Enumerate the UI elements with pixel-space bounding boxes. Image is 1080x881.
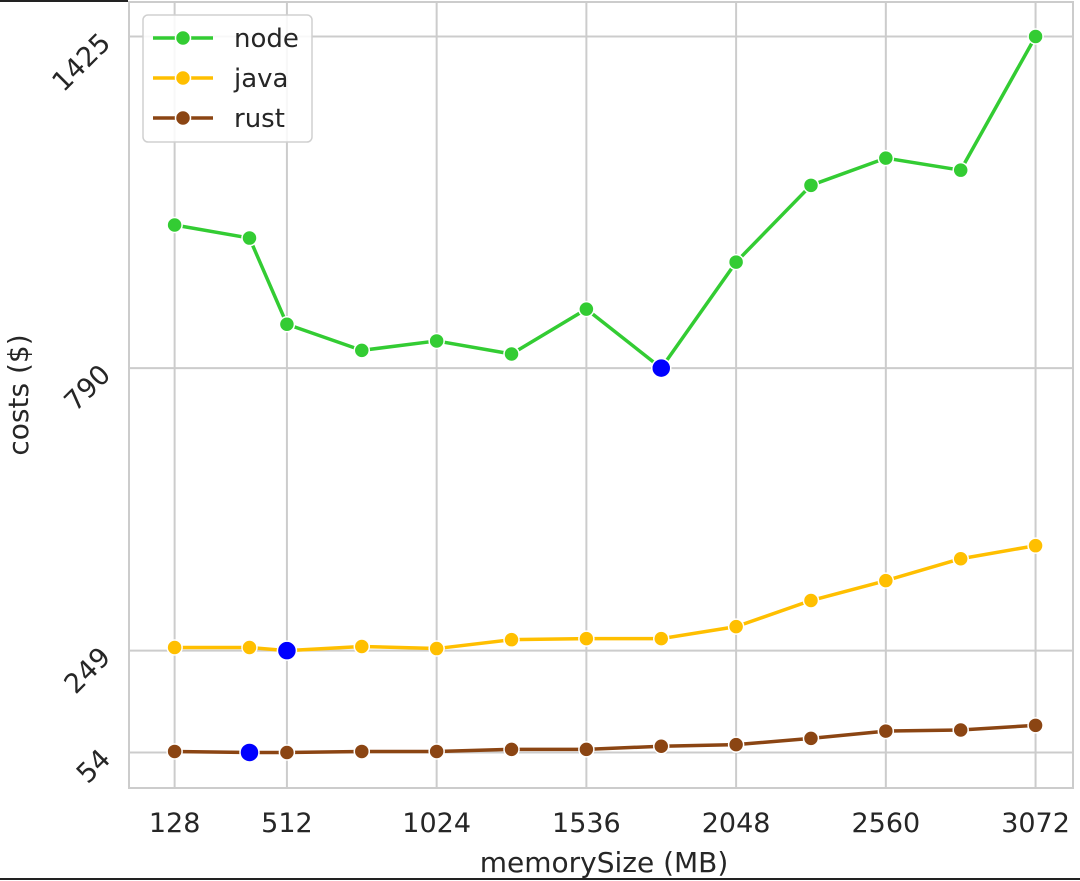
node-point [802, 177, 820, 194]
y-axis-label: costs ($) [2, 334, 35, 455]
series-java [166, 537, 1044, 661]
rust-point [877, 722, 895, 740]
y-tick-label: 1425 [46, 27, 117, 98]
x-tick-label: 1536 [552, 808, 621, 839]
node-min-point [650, 357, 672, 379]
rust-point [353, 743, 371, 760]
rust-point [578, 741, 595, 758]
legend-label-rust: rust [234, 104, 285, 134]
node-point [428, 332, 445, 350]
node-point [503, 345, 520, 363]
x-tick-label: 1024 [402, 808, 471, 839]
x-axis-label: memorySize (MB) [480, 846, 729, 879]
rust-point [503, 741, 520, 758]
rust-point [952, 721, 969, 739]
rust-min-point [239, 742, 260, 763]
java-point [353, 638, 371, 655]
x-tick-label: 2048 [702, 808, 771, 839]
java-point [428, 640, 445, 657]
rust-point [727, 736, 745, 753]
java-point [652, 630, 670, 647]
legend-marker-node [174, 29, 192, 47]
x-tick-label: 512 [261, 808, 313, 839]
java-point [166, 639, 183, 656]
node-point [353, 342, 371, 359]
java-min-point [276, 640, 298, 661]
y-tick-labels: 54 249 790 1425 [46, 27, 117, 789]
legend-marker-java [174, 69, 192, 87]
node-point [278, 315, 296, 333]
node-point [166, 216, 183, 234]
legend-label-java: java [233, 64, 288, 94]
node-point [578, 300, 595, 318]
x-tick-labels: 128 512 1024 1536 2048 2560 3072 [149, 808, 1070, 839]
rust-point [802, 730, 820, 747]
rust-point [428, 743, 445, 760]
node-point [877, 149, 895, 167]
java-point [877, 572, 895, 589]
rust-point [166, 743, 183, 760]
node-point [241, 229, 258, 247]
y-tick-label: 54 [71, 744, 117, 790]
java-point [578, 630, 595, 647]
legend-marker-rust [174, 109, 192, 127]
java-point [241, 639, 258, 656]
x-tick-label: 2560 [851, 808, 920, 839]
node-point [1027, 28, 1044, 45]
java-line [174, 543, 1036, 653]
plot-frame [128, 1, 1074, 789]
rust-line [174, 723, 1036, 755]
y-tick-label: 249 [59, 642, 117, 700]
x-tick-label: 3072 [1001, 808, 1070, 839]
y-tick-label: 790 [59, 359, 117, 417]
node-point [727, 253, 745, 271]
rust-point [1027, 717, 1044, 734]
x-tick-label: 128 [149, 808, 201, 839]
node-point [952, 161, 969, 179]
java-point [1027, 537, 1044, 554]
rust-point [278, 744, 296, 761]
series-node [166, 28, 1044, 379]
java-point [952, 550, 969, 567]
series-rust [166, 717, 1044, 763]
java-point [727, 618, 745, 635]
legend: node java rust [142, 14, 313, 143]
legend-label-node: node [234, 24, 299, 54]
rust-point [652, 737, 670, 755]
java-point [503, 631, 520, 648]
java-point [802, 592, 820, 609]
series-group [166, 28, 1044, 763]
